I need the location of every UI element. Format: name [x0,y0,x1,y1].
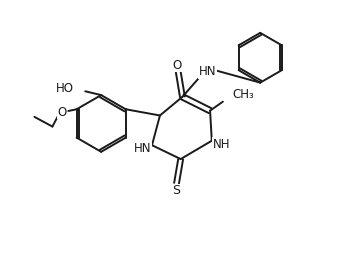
Text: S: S [173,184,180,197]
Text: HN: HN [199,65,216,78]
Text: CH₃: CH₃ [233,88,254,101]
Text: NH: NH [213,138,230,151]
Text: HN: HN [134,142,151,155]
Text: HO: HO [56,82,74,95]
Text: O: O [172,58,181,71]
Text: O: O [58,106,67,118]
